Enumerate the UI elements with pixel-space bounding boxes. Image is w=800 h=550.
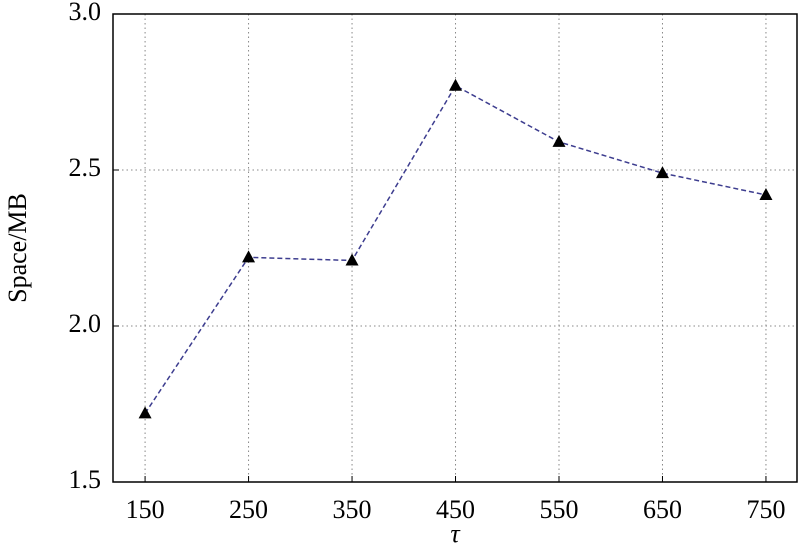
- x-tick-label: 350: [333, 495, 372, 524]
- x-axis-label: τ: [450, 519, 461, 548]
- plot-frame: [112, 13, 798, 483]
- x-tick-label: 150: [126, 495, 165, 524]
- y-axis-label: Space/MB: [3, 193, 32, 303]
- y-tick-label: 2.5: [69, 153, 102, 182]
- series-line: [144, 84, 767, 414]
- marker: [655, 166, 669, 179]
- x-tick-label: 650: [643, 495, 682, 524]
- x-tick-label: 550: [539, 495, 578, 524]
- marker: [449, 78, 463, 91]
- marker: [552, 134, 566, 147]
- marker: [345, 253, 359, 266]
- marker: [138, 406, 152, 419]
- y-tick-label: 3.0: [69, 0, 102, 26]
- marker: [242, 250, 256, 263]
- x-tick-label: 250: [229, 495, 268, 524]
- y-tick-label: 2.0: [69, 309, 102, 338]
- x-tick-label: 450: [436, 495, 475, 524]
- marker: [759, 187, 773, 200]
- x-tick-label: 750: [746, 495, 785, 524]
- y-tick-label: 1.5: [69, 465, 102, 494]
